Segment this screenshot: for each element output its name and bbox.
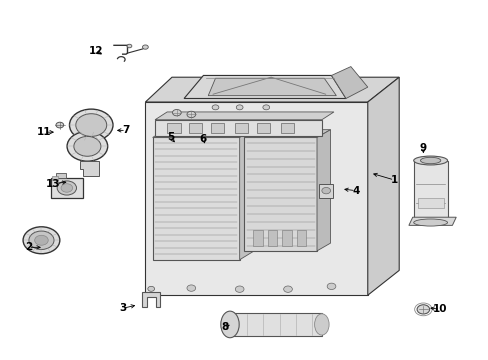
- Polygon shape: [80, 161, 99, 176]
- Text: 10: 10: [432, 304, 447, 314]
- Circle shape: [321, 188, 330, 194]
- Bar: [319, 184, 332, 198]
- Polygon shape: [239, 129, 254, 260]
- Circle shape: [235, 286, 244, 292]
- Text: 1: 1: [390, 175, 397, 185]
- Bar: [56, 173, 65, 178]
- Ellipse shape: [413, 219, 447, 226]
- Circle shape: [76, 114, 106, 136]
- Circle shape: [56, 122, 63, 128]
- Circle shape: [263, 105, 269, 110]
- Circle shape: [172, 109, 181, 116]
- Polygon shape: [155, 112, 333, 120]
- Ellipse shape: [413, 156, 447, 165]
- Bar: [280, 123, 294, 133]
- Polygon shape: [208, 78, 336, 96]
- Text: 9: 9: [419, 143, 426, 153]
- Circle shape: [127, 44, 132, 48]
- Text: 11: 11: [37, 127, 51, 137]
- Polygon shape: [152, 129, 254, 138]
- Circle shape: [147, 286, 154, 291]
- Circle shape: [142, 45, 148, 49]
- Circle shape: [67, 131, 107, 161]
- Text: 8: 8: [221, 322, 228, 332]
- Bar: [267, 230, 277, 246]
- Polygon shape: [408, 217, 455, 225]
- Circle shape: [74, 136, 101, 156]
- Bar: [253, 230, 263, 246]
- Circle shape: [326, 283, 335, 289]
- Polygon shape: [142, 292, 160, 306]
- Bar: [167, 123, 180, 133]
- Text: 6: 6: [200, 134, 206, 144]
- Circle shape: [283, 286, 292, 292]
- Bar: [296, 230, 306, 246]
- Circle shape: [186, 285, 195, 291]
- Bar: [413, 161, 447, 222]
- Polygon shape: [331, 67, 367, 99]
- Bar: [52, 176, 58, 180]
- Circle shape: [212, 105, 219, 110]
- Polygon shape: [244, 138, 316, 251]
- Polygon shape: [367, 77, 398, 295]
- Polygon shape: [145, 77, 398, 102]
- Ellipse shape: [420, 157, 440, 164]
- Circle shape: [416, 305, 429, 314]
- Text: 12: 12: [88, 46, 102, 56]
- Circle shape: [35, 235, 48, 245]
- Circle shape: [57, 181, 76, 195]
- Polygon shape: [145, 102, 367, 295]
- Text: 13: 13: [46, 179, 61, 189]
- Text: 4: 4: [351, 186, 359, 195]
- Circle shape: [29, 231, 54, 249]
- Bar: [256, 123, 269, 133]
- Polygon shape: [183, 76, 346, 99]
- Bar: [417, 198, 443, 208]
- Text: 2: 2: [25, 242, 32, 252]
- Circle shape: [61, 184, 73, 192]
- Circle shape: [23, 227, 60, 254]
- Circle shape: [186, 111, 195, 118]
- Ellipse shape: [221, 311, 239, 338]
- Bar: [210, 123, 224, 133]
- Bar: [51, 178, 82, 198]
- Polygon shape: [152, 138, 239, 260]
- Text: 3: 3: [119, 303, 126, 313]
- Polygon shape: [244, 130, 330, 138]
- Circle shape: [69, 109, 113, 141]
- Ellipse shape: [314, 314, 328, 335]
- Bar: [229, 313, 321, 336]
- Bar: [282, 230, 291, 246]
- Bar: [234, 123, 248, 133]
- Text: 7: 7: [122, 125, 129, 135]
- Bar: [188, 123, 202, 133]
- Text: 5: 5: [166, 132, 174, 143]
- Polygon shape: [155, 120, 321, 136]
- Polygon shape: [316, 130, 330, 251]
- Circle shape: [236, 105, 243, 110]
